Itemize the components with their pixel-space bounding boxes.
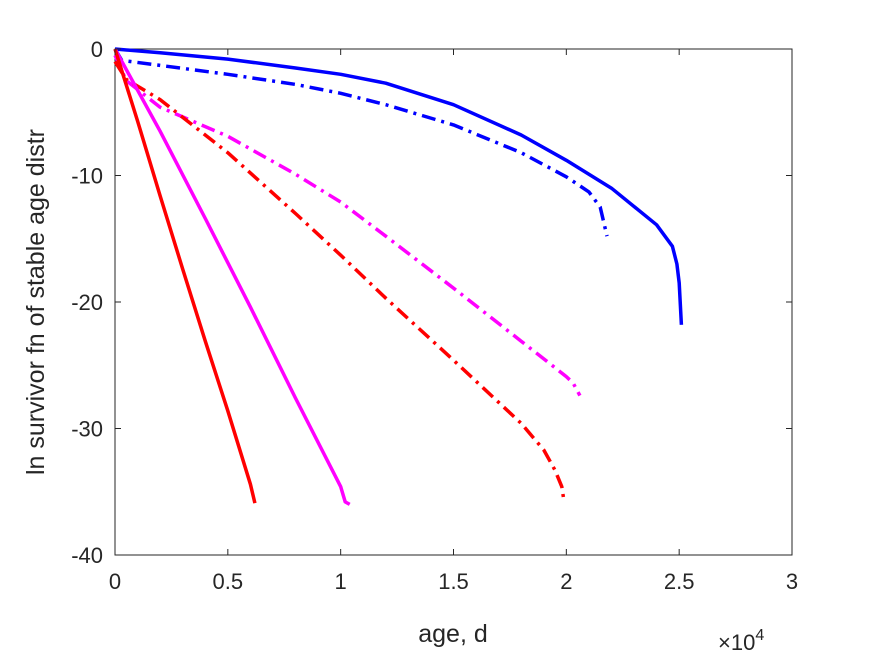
y-tick-label: -40 <box>71 543 103 568</box>
y-tick-label: -30 <box>71 417 103 442</box>
x-tick-label: 0.5 <box>213 569 244 594</box>
series-line-1 <box>114 47 684 325</box>
series-line-4 <box>113 60 566 503</box>
x-axis-multiplier-base: ×10 <box>718 630 755 655</box>
y-tick-label: 0 <box>91 37 103 62</box>
x-tick-label: 2 <box>560 569 572 594</box>
ticks-layer: 0 0.5 1 1.5 2 2.5 3 0 -10 -20 -30 -40 <box>71 37 798 594</box>
x-tick-label: 3 <box>786 569 798 594</box>
x-tick-label: 1.5 <box>438 569 469 594</box>
x-axis-multiplier-exponent: 4 <box>755 627 764 644</box>
x-tick-label: 1 <box>335 569 347 594</box>
y-axis-label: ln survivor fn of stable age distr <box>22 129 50 475</box>
series-layer <box>113 47 684 506</box>
series-line-5 <box>113 48 351 506</box>
y-tick-label: -20 <box>71 290 103 315</box>
series-line-2 <box>113 48 609 237</box>
x-axis-multiplier: ×104 <box>718 627 764 655</box>
x-tick-label: 2.5 <box>664 569 695 594</box>
series-line-3 <box>113 54 582 397</box>
series-line-6 <box>113 48 257 504</box>
y-tick-label: -10 <box>71 164 103 189</box>
x-tick-label: 0 <box>109 569 121 594</box>
x-axis-label: age, d <box>418 620 488 648</box>
